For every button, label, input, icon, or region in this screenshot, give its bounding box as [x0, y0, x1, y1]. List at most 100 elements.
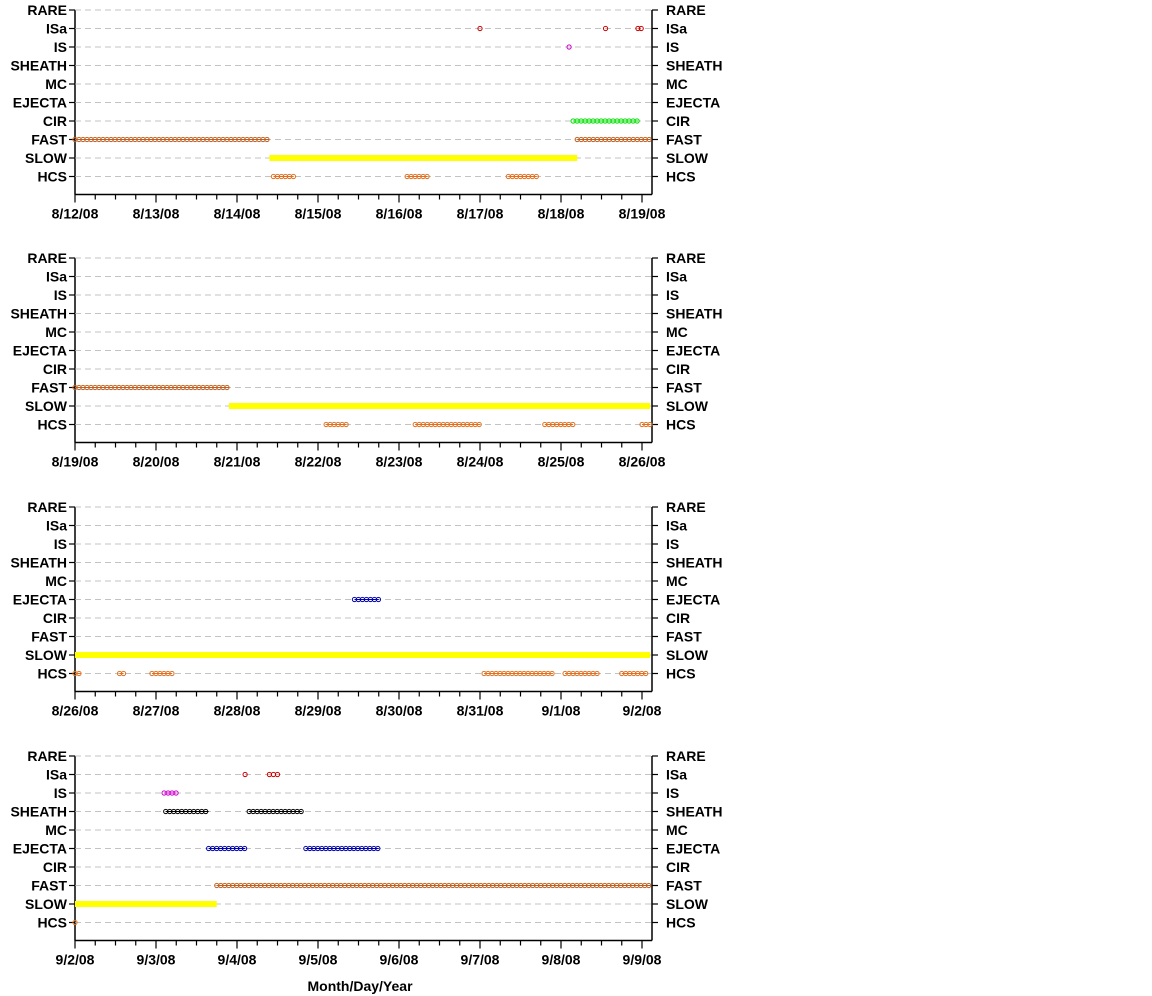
x-tick-label: 8/16/08 [376, 206, 423, 222]
category-label-left: ISa [46, 269, 67, 285]
series-ejecta [351, 596, 382, 603]
category-label-left: FAST [31, 380, 67, 396]
category-label-left: EJECTA [13, 592, 67, 608]
series-sheath [163, 808, 304, 815]
x-tick-label: 9/4/08 [218, 952, 257, 968]
category-label-left: IS [54, 39, 67, 55]
data-point [646, 882, 652, 889]
data-point [533, 173, 539, 180]
x-tick-label: 8/15/08 [295, 206, 342, 222]
data-point [203, 808, 209, 815]
category-label-right: HCS [666, 915, 696, 931]
category-label-left: SHEATH [10, 58, 67, 74]
data-point [566, 44, 572, 50]
data-point [477, 25, 483, 32]
x-tick-label: 8/30/08 [376, 703, 423, 719]
category-label-left: FAST [31, 629, 67, 645]
category-label-right: RARE [666, 250, 706, 266]
x-tick-label: 9/7/08 [461, 952, 500, 968]
x-tick-label: 9/6/08 [380, 952, 419, 968]
x-tick-label: 8/26/08 [619, 454, 666, 470]
x-tick-label: 8/20/08 [133, 454, 180, 470]
category-label-right: SLOW [666, 398, 709, 414]
data-point [638, 25, 644, 32]
x-tick-label: 8/25/08 [538, 454, 585, 470]
category-label-right: MC [666, 822, 688, 838]
x-tick-label: 9/8/08 [542, 952, 581, 968]
category-label-right: HCS [666, 666, 696, 682]
category-label-left: SHEATH [10, 804, 67, 820]
category-label-right: FAST [666, 629, 702, 645]
x-tick-label: 8/17/08 [457, 206, 504, 222]
x-tick-label: 9/3/08 [137, 952, 176, 968]
chart-panels: RARE RARE ISa ISa IS IS SHEATH SHEATH MC MC EJECTA… [10, 2, 722, 968]
data-point [643, 670, 649, 677]
x-tick-label: 8/12/08 [52, 206, 99, 222]
category-label-right: HCS [666, 417, 696, 433]
category-label-right: RARE [666, 2, 706, 18]
category-label-left: HCS [37, 915, 67, 931]
category-label-left: SLOW [25, 398, 68, 414]
x-tick-label: 8/13/08 [133, 206, 180, 222]
series-cir [570, 118, 640, 124]
category-label-left: FAST [31, 132, 67, 148]
data-point [173, 790, 179, 796]
category-label-left: RARE [27, 250, 67, 266]
category-label-right: MC [666, 573, 688, 589]
data-point [476, 421, 482, 428]
category-label-right: SLOW [666, 647, 709, 663]
category-label-left: SHEATH [10, 306, 67, 322]
x-axis-title: Month/Day/Year [307, 978, 413, 994]
data-point [570, 421, 576, 428]
category-label-left: HCS [37, 169, 67, 185]
category-label-left: SLOW [25, 896, 68, 912]
series-hcs [270, 173, 539, 180]
category-label-right: SHEATH [666, 58, 723, 74]
slow-bar [75, 901, 217, 907]
category-label-left: FAST [31, 878, 67, 894]
x-tick-label: 8/24/08 [457, 454, 504, 470]
category-label-right: IS [666, 287, 679, 303]
category-label-left: CIR [43, 113, 67, 129]
category-label-right: FAST [666, 132, 702, 148]
data-point [298, 808, 304, 815]
data-point [120, 670, 127, 677]
x-tick-label: 9/1/08 [542, 703, 581, 719]
data-point [602, 25, 609, 32]
series-slow [228, 403, 651, 409]
category-label-left: ISa [46, 767, 67, 783]
category-label-right: HCS [666, 169, 696, 185]
category-label-right: SHEATH [666, 804, 723, 820]
x-tick-label: 8/18/08 [538, 206, 585, 222]
category-label-left: CIR [43, 610, 67, 626]
data-point [290, 173, 297, 180]
category-label-right: ISa [666, 518, 687, 534]
slow-bar [269, 155, 578, 161]
data-point [264, 136, 270, 143]
category-label-right: MC [666, 76, 688, 92]
series-ejecta [206, 845, 381, 852]
category-label-right: FAST [666, 380, 702, 396]
x-tick-label: 8/26/08 [52, 703, 99, 719]
category-label-right: IS [666, 536, 679, 552]
category-label-right: EJECTA [666, 343, 720, 359]
category-label-left: RARE [27, 748, 67, 764]
category-label-left: IS [54, 536, 67, 552]
x-tick-label: 8/21/08 [214, 454, 261, 470]
series-hcs [323, 421, 653, 428]
series-fast [72, 136, 652, 143]
category-label-right: EJECTA [666, 95, 720, 111]
series-is [161, 790, 179, 796]
series-isa [242, 771, 281, 778]
category-label-left: ISa [46, 21, 67, 37]
slow-bar [75, 652, 651, 658]
category-label-left: CIR [43, 859, 67, 875]
category-label-right: FAST [666, 878, 702, 894]
category-label-left: RARE [27, 2, 67, 18]
category-label-right: ISa [666, 21, 687, 37]
data-point [242, 845, 248, 852]
category-label-right: EJECTA [666, 592, 720, 608]
data-point [635, 25, 641, 32]
data-point [549, 670, 555, 677]
chart-panel-4: RARE RARE ISa ISa IS IS SHEATH SHEATH MC MC EJECTA… [10, 748, 722, 968]
